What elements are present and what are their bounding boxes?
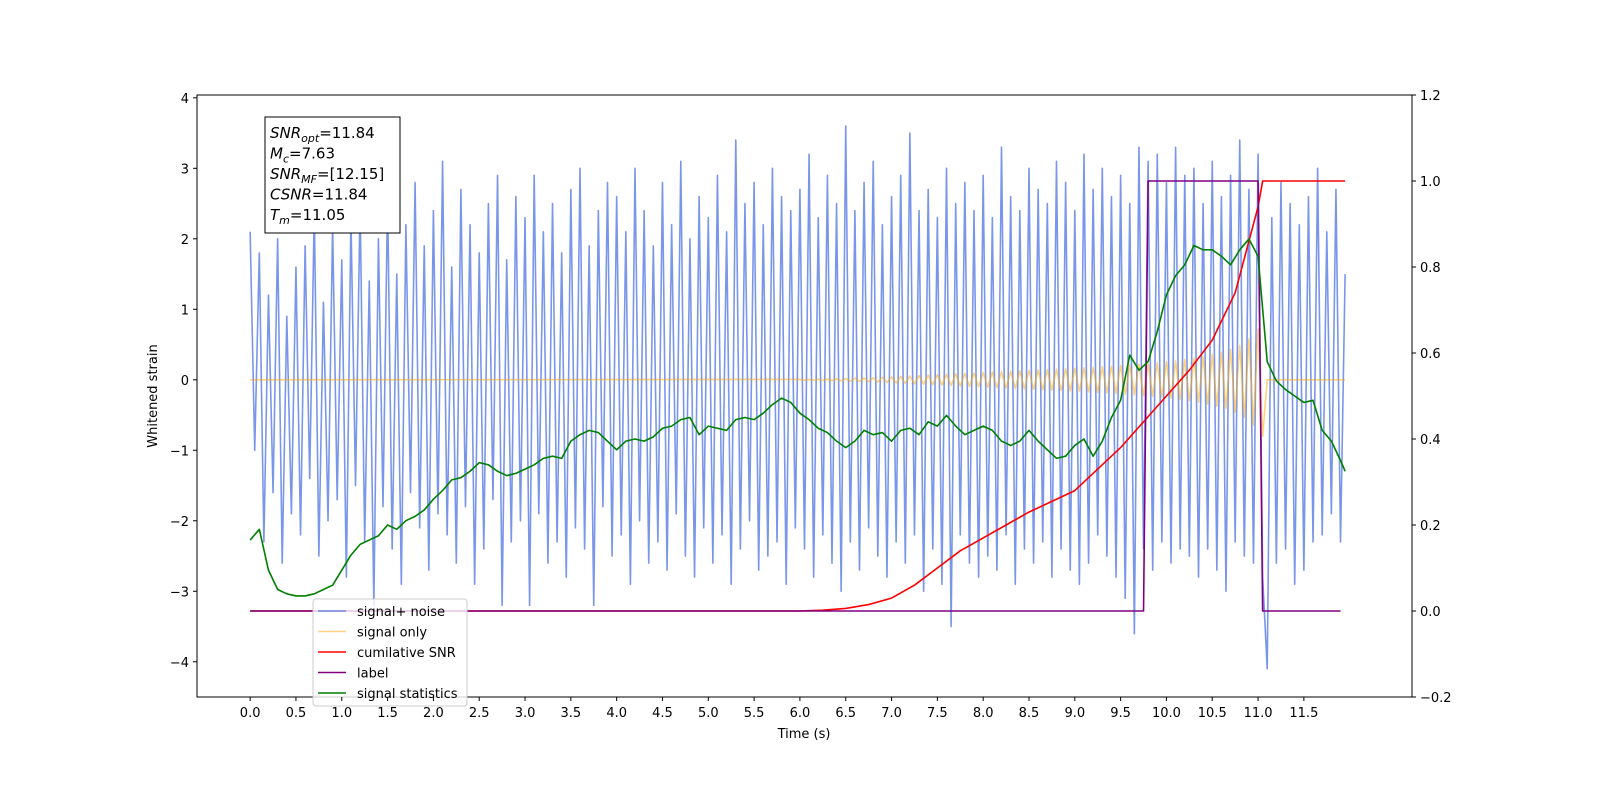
- plot-area: [249, 125, 1346, 670]
- legend: signal+ noise signal only cumilative SNR la…: [312, 598, 468, 707]
- x-tick-label: 11.5: [1289, 706, 1318, 721]
- annotation-line: Mc=7.63: [270, 145, 335, 166]
- annotation-line: CSNR=11.84: [270, 186, 367, 204]
- series-line: [250, 328, 1346, 437]
- x-tick-label: 11.0: [1244, 706, 1273, 721]
- y2-tick-label: 0.2: [1420, 519, 1441, 534]
- annotation-box: SNRopt=11.84Mc=7.63SNRMF=[12.15]CSNR=11.…: [264, 116, 401, 234]
- annotation-value: =[12.15]: [317, 165, 384, 183]
- y2-tick-label: 0.6: [1420, 347, 1441, 362]
- x-axis-label: Time (s): [777, 727, 831, 742]
- y-tick-label: −1: [170, 444, 189, 459]
- y2-tick-label: 0.4: [1420, 433, 1441, 448]
- legend-label: signal statistics: [357, 687, 458, 702]
- legend-label: cumilative SNR: [357, 646, 456, 661]
- series-line: [249, 125, 1346, 670]
- annotation-line: SNRMF=[12.15]: [270, 165, 384, 186]
- x-tick-label: 9.5: [1110, 706, 1131, 721]
- annotation-subscript: m: [279, 214, 290, 227]
- x-tick-label: 2.0: [423, 706, 444, 721]
- x-tick-label: 0.0: [240, 706, 261, 721]
- annotation-value: =11.84: [312, 186, 368, 204]
- y-tick-label: −3: [170, 585, 189, 600]
- x-tick-label: 3.5: [561, 706, 582, 721]
- series-line: [249, 238, 1346, 597]
- annotation-subscript: MF: [301, 173, 317, 186]
- annotation-symbol: M: [270, 145, 283, 163]
- y-tick-label: 4: [181, 92, 189, 107]
- x-tick-label: 0.5: [286, 706, 307, 721]
- x-tick-label: 8.5: [1019, 706, 1040, 721]
- legend-frame: [312, 598, 468, 707]
- y-tick-label: −4: [170, 656, 189, 671]
- annotation-frame: [264, 116, 401, 234]
- annotation-line: SNRopt=11.84: [270, 124, 375, 145]
- legend-label: signal+ noise: [357, 605, 445, 620]
- y-axis-label: Whitened strain: [146, 344, 161, 447]
- x-tick-label: 8.0: [973, 706, 994, 721]
- annotation-symbol: CSNR: [270, 186, 312, 204]
- x-tick-label: 2.5: [469, 706, 490, 721]
- y-tick-label: 0: [181, 374, 189, 389]
- x-tick-label: 7.0: [881, 706, 902, 721]
- x-tick-label: 7.5: [927, 706, 948, 721]
- axes-frame: [196, 94, 1413, 698]
- y2-tick-label: −0.2: [1420, 691, 1452, 706]
- x-tick-label: 6.5: [835, 706, 856, 721]
- x-tick-label: 3.0: [515, 706, 536, 721]
- x-tick-label: 6.0: [790, 706, 811, 721]
- annotation-symbol: SNR: [270, 165, 301, 183]
- y-tick-label: −2: [170, 515, 189, 530]
- x-tick-label: 5.5: [744, 706, 765, 721]
- legend-label: label: [357, 667, 388, 682]
- annotation-subscript: c: [283, 153, 289, 166]
- annotation-symbol: SNR: [270, 124, 301, 142]
- x-tick-label: 9.0: [1064, 706, 1085, 721]
- annotation-line: Tm=11.05: [270, 206, 345, 227]
- y-tick-label: 3: [181, 162, 189, 177]
- x-tick-label: 10.0: [1152, 706, 1181, 721]
- annotation-symbol: T: [270, 206, 281, 224]
- x-tick-label: 5.0: [698, 706, 719, 721]
- y2-tick-label: 0.8: [1420, 261, 1441, 276]
- x-tick-label: 4.0: [606, 706, 627, 721]
- x-tick-label: 10.5: [1198, 706, 1227, 721]
- annotation-value: =11.84: [319, 124, 375, 142]
- annotation-value: =11.05: [290, 206, 346, 224]
- y-tick-label: 2: [181, 233, 189, 248]
- y2-tick-label: 1.0: [1420, 175, 1441, 190]
- x-tick-label: 1.5: [377, 706, 398, 721]
- x-tick-label: 1.0: [331, 706, 352, 721]
- series-line: [250, 180, 1346, 612]
- y-tick-label: 1: [181, 303, 189, 318]
- series-line: [250, 180, 1341, 612]
- legend-label: signal only: [357, 626, 427, 641]
- x-tick-label: 4.5: [652, 706, 673, 721]
- annotation-subscript: opt: [301, 132, 320, 145]
- y2-tick-label: 1.2: [1420, 89, 1441, 104]
- annotation-value: =7.63: [289, 145, 335, 163]
- y2-tick-label: 0.0: [1420, 605, 1441, 620]
